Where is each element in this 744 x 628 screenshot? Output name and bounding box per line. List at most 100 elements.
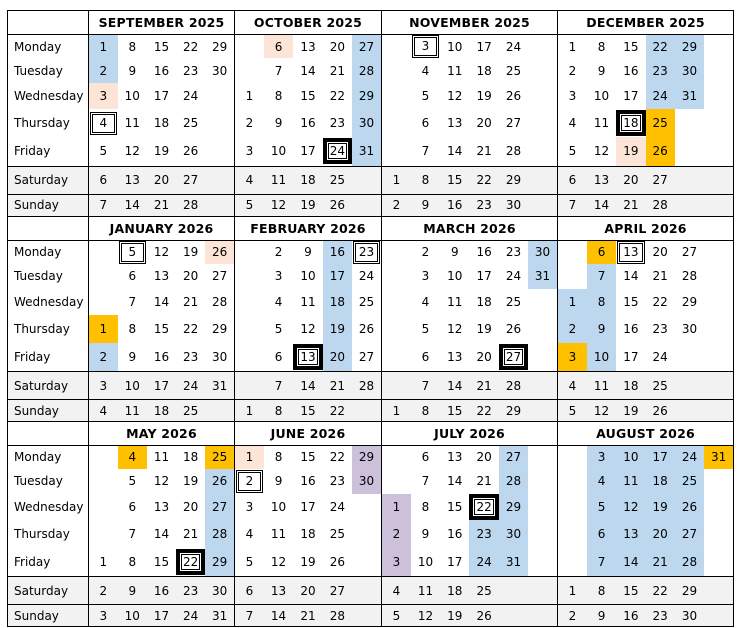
- day-number: 30: [681, 608, 698, 623]
- day-number: 20: [476, 349, 492, 364]
- day-cell: 7: [586, 547, 617, 577]
- day-cell: 8: [118, 35, 147, 59]
- day-number: 29: [681, 294, 698, 309]
- day-number: 30: [505, 198, 522, 212]
- day-number: 24: [183, 378, 199, 393]
- day-cell: 9: [118, 343, 147, 372]
- empty-cell: [704, 576, 735, 605]
- day-number: 12: [153, 245, 170, 259]
- empty-cell: [352, 547, 382, 577]
- day-number: 17: [153, 378, 170, 393]
- day-number: 2: [392, 198, 401, 212]
- corner-cell: [7, 10, 89, 35]
- day-number: 29: [211, 39, 228, 54]
- day-number: 25: [329, 173, 345, 187]
- day-cell: 1: [87, 34, 118, 58]
- day-cell: 11: [264, 520, 293, 548]
- day-cell: 5: [233, 193, 264, 217]
- day-number: 27: [652, 173, 668, 187]
- empty-cell: [675, 137, 704, 166]
- day-number: 8: [128, 39, 137, 54]
- day-cell: 9: [411, 520, 440, 548]
- day-number: 12: [447, 89, 463, 103]
- day-number: 5: [245, 554, 254, 569]
- day-cell: 15: [616, 576, 646, 605]
- day-cell: 5: [557, 137, 587, 166]
- day-cell: 26: [352, 314, 382, 343]
- day-number: 15: [300, 450, 316, 465]
- day-cell: 21: [323, 58, 352, 83]
- day-number: 11: [270, 526, 287, 541]
- month-title: NOVEMBER 2025: [380, 10, 559, 35]
- academic-calendar-table: SEPTEMBER 2025 OCTOBER 2025 NOVEMBER 2025 D…: [7, 10, 735, 627]
- day-cell: 9: [586, 604, 617, 627]
- month-title: MARCH 2026: [380, 215, 559, 241]
- day-number: 29: [358, 450, 375, 465]
- day-number: 6: [128, 499, 137, 514]
- weekday-row-thursday: Thursday 4 11 18 25 2 9 16 23 30 6 13 20 27 4 11 18 25: [7, 109, 735, 137]
- empty-cell: [557, 519, 587, 548]
- day-cell: 27: [499, 109, 528, 137]
- month-title: JUNE 2026: [233, 421, 382, 446]
- day-cell: 18: [176, 446, 205, 469]
- empty-cell: [352, 519, 382, 548]
- day-cell: 17: [616, 343, 645, 372]
- weekday-row-wednesday: Wednesday 3 10 17 24 1 8 15 22 29 5 12 19 26 3 10 17 24 31: [7, 83, 735, 109]
- day-number: 16: [476, 245, 492, 259]
- day-number: 25: [183, 116, 199, 130]
- day-cell: 25: [322, 165, 353, 194]
- day-number: 5: [128, 474, 137, 488]
- day-cell: 28: [674, 547, 705, 577]
- day-cell: 1: [233, 399, 264, 422]
- day-number: 28: [505, 474, 522, 488]
- day-number: 26: [358, 321, 375, 336]
- weekday-row-monday: Monday 5 12 19 26 2 9 16 23 2 9 16 23 30 6 13 20 27: [7, 240, 735, 264]
- day-cell: 30: [674, 604, 705, 627]
- day-number: 4: [568, 378, 577, 393]
- day-number: 20: [652, 245, 668, 259]
- day-cell: 2: [411, 240, 440, 264]
- weekday-label: Sunday: [7, 604, 89, 627]
- empty-cell: [380, 240, 411, 264]
- day-cell: 24: [352, 263, 382, 289]
- day-cell: 3: [411, 264, 440, 289]
- day-cell: 3: [87, 371, 118, 400]
- day-number: 25: [476, 583, 492, 598]
- day-number: 23: [652, 63, 668, 78]
- empty-cell: [352, 604, 382, 627]
- day-number: 27: [211, 499, 228, 514]
- day-cell: 28: [205, 519, 235, 548]
- day-number: 9: [450, 245, 459, 259]
- day-cell: 27: [205, 493, 235, 520]
- day-number: 18: [447, 583, 463, 598]
- day-number: 11: [124, 116, 140, 130]
- day-number: 3: [245, 144, 254, 159]
- day-number: 26: [211, 474, 228, 488]
- day-number: 28: [681, 554, 698, 569]
- day-number: 15: [447, 403, 463, 418]
- day-number: 27: [505, 450, 522, 465]
- day-cell: 21: [146, 193, 177, 217]
- empty-cell: [528, 399, 559, 422]
- day-number: 1: [99, 554, 108, 569]
- day-number: 12: [593, 144, 610, 159]
- day-number: 21: [476, 378, 492, 393]
- day-number: 15: [153, 39, 170, 54]
- day-cell: 28: [176, 193, 206, 217]
- day-cell: 12: [263, 193, 294, 217]
- weekday-label: Thursday: [7, 109, 89, 137]
- day-number: 18: [476, 63, 492, 78]
- empty-cell: [380, 109, 411, 137]
- day-number: 29: [681, 583, 698, 598]
- day-cell: 16: [616, 604, 646, 627]
- day-cell: 8: [411, 494, 440, 520]
- day-cell: 12: [118, 137, 147, 166]
- day-number: 29: [211, 321, 228, 336]
- day-cell: 13: [616, 240, 645, 264]
- day-number: 15: [447, 499, 463, 514]
- day-number: 14: [124, 198, 140, 212]
- day-number: 29: [505, 403, 522, 418]
- day-cell: 18: [616, 371, 646, 400]
- day-cell: 7: [87, 193, 118, 217]
- day-number: 15: [623, 294, 639, 309]
